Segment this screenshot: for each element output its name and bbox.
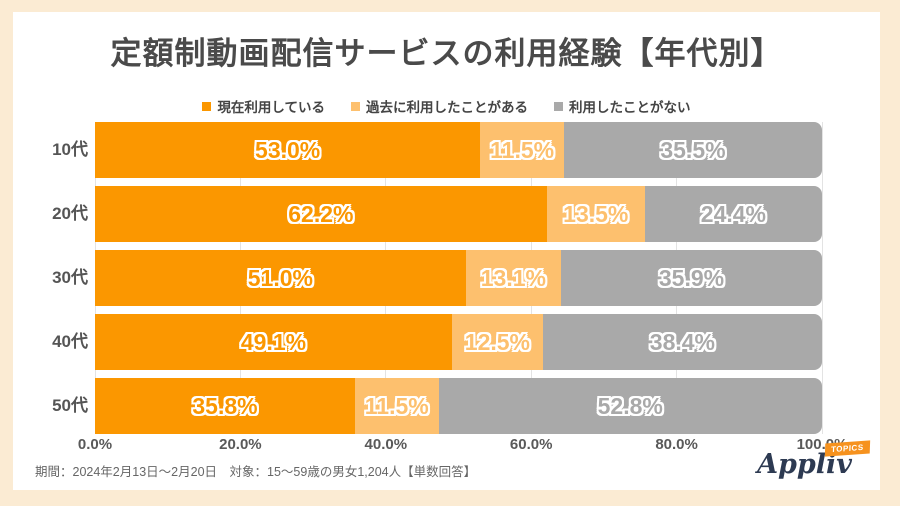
bar-value-label: 13.5% [563, 200, 629, 227]
bar-segment: 35.9% [561, 250, 822, 306]
bar-row: 40代 49.1% 12.5% 38.4% [52, 314, 822, 370]
bar-value-label: 52.8% [597, 392, 663, 419]
bar-value-label: 11.5% [364, 392, 429, 419]
category-label: 30代 [52, 268, 88, 287]
category-label: 10代 [52, 140, 88, 159]
bar-value-label: 24.4% [700, 200, 766, 227]
legend-item: 利用したことがない [554, 96, 691, 116]
bar-segment: 49.1% [95, 314, 452, 370]
bar-segment: 62.2% [95, 186, 547, 242]
bar-value-label: 13.1% [480, 264, 546, 291]
bar-row: 10代 53.0% 11.5% 35.5% [52, 122, 822, 178]
bar-segment: 35.5% [563, 122, 822, 178]
bars-area: 10代 53.0% 11.5% 35.5% 20代 62.2% 13.5% 24.4% 30代 5… [52, 122, 822, 434]
topics-badge: TOPICS [825, 440, 871, 457]
bar-segment: 11.5% [480, 122, 564, 178]
bar-value-label: 11.5% [490, 136, 555, 163]
plot-area: 10代 53.0% 11.5% 35.5% 20代 62.2% 13.5% 24.4% 30代 5… [52, 122, 823, 434]
bar-segment: 35.8% [95, 378, 355, 434]
legend-label: 過去に利用したことがある [366, 100, 529, 115]
category-label: 50代 [52, 396, 88, 415]
bar-value-label: 35.9% [658, 264, 725, 291]
category-label: 40代 [52, 332, 88, 351]
bar-segment: 11.5% [355, 378, 439, 434]
bar-value-label: 38.4% [649, 328, 716, 355]
bar-row: 50代 35.8% 11.5% 52.8% [52, 378, 822, 434]
legend-swatch-icon [554, 101, 564, 111]
bar-segment: 12.5% [451, 314, 543, 370]
bar-value-label: 53.0% [255, 136, 321, 163]
bar-value-label: 62.2% [288, 200, 354, 227]
x-axis-tick: 40.0% [364, 436, 408, 453]
bar-segment: 13.5% [546, 186, 645, 242]
survey-note: 期間：2024年2月13日～2月20日 対象：15～59歳の男女1,204人【単… [35, 465, 477, 479]
bar-row: 20代 62.2% 13.5% 24.4% [52, 186, 822, 242]
legend-item: 現在利用している [202, 96, 325, 116]
legend-label: 利用したことがない [569, 100, 691, 115]
bar-segment: 38.4% [542, 314, 822, 370]
bar-segment: 51.0% [95, 250, 466, 306]
legend-item: 過去に利用したことがある [351, 96, 528, 116]
bar-segment: 13.1% [465, 250, 561, 306]
bar-row: 30代 51.0% 13.1% 35.9% [52, 250, 822, 306]
legend-swatch-icon [202, 101, 212, 111]
grid-line [821, 122, 823, 434]
x-axis-tick: 0.0% [77, 436, 113, 453]
chart-card: 定額制動画配信サービスの利用経験【年代別】 現在利用している 過去に利用したことが… [13, 12, 880, 490]
legend-swatch-icon [351, 101, 361, 111]
chart-title: 定額制動画配信サービスの利用経験【年代別】 [110, 36, 783, 71]
bar-segment: 24.4% [644, 186, 822, 242]
bar-value-label: 12.5% [464, 328, 530, 355]
x-axis-tick: 20.0% [219, 436, 262, 453]
bar-value-label: 35.5% [660, 136, 726, 163]
category-label: 20代 [52, 204, 88, 223]
x-axis-tick: 80.0% [655, 436, 698, 453]
legend-label: 現在利用している [217, 100, 326, 115]
bar-segment: 53.0% [95, 122, 481, 178]
bar-value-label: 49.1% [240, 328, 307, 355]
bar-value-label: 51.0% [247, 264, 313, 291]
bar-value-label: 35.8% [192, 392, 258, 419]
x-axis: 0.0% 20.0% 40.0% 60.0% 80.0% 100.0% [78, 436, 848, 458]
x-axis-tick: 60.0% [509, 436, 553, 453]
appliv-logo: Appliv TOPICS [757, 440, 871, 480]
bar-segment: 52.8% [438, 378, 822, 434]
legend: 現在利用している 過去に利用したことがある 利用したことがない [13, 96, 880, 116]
